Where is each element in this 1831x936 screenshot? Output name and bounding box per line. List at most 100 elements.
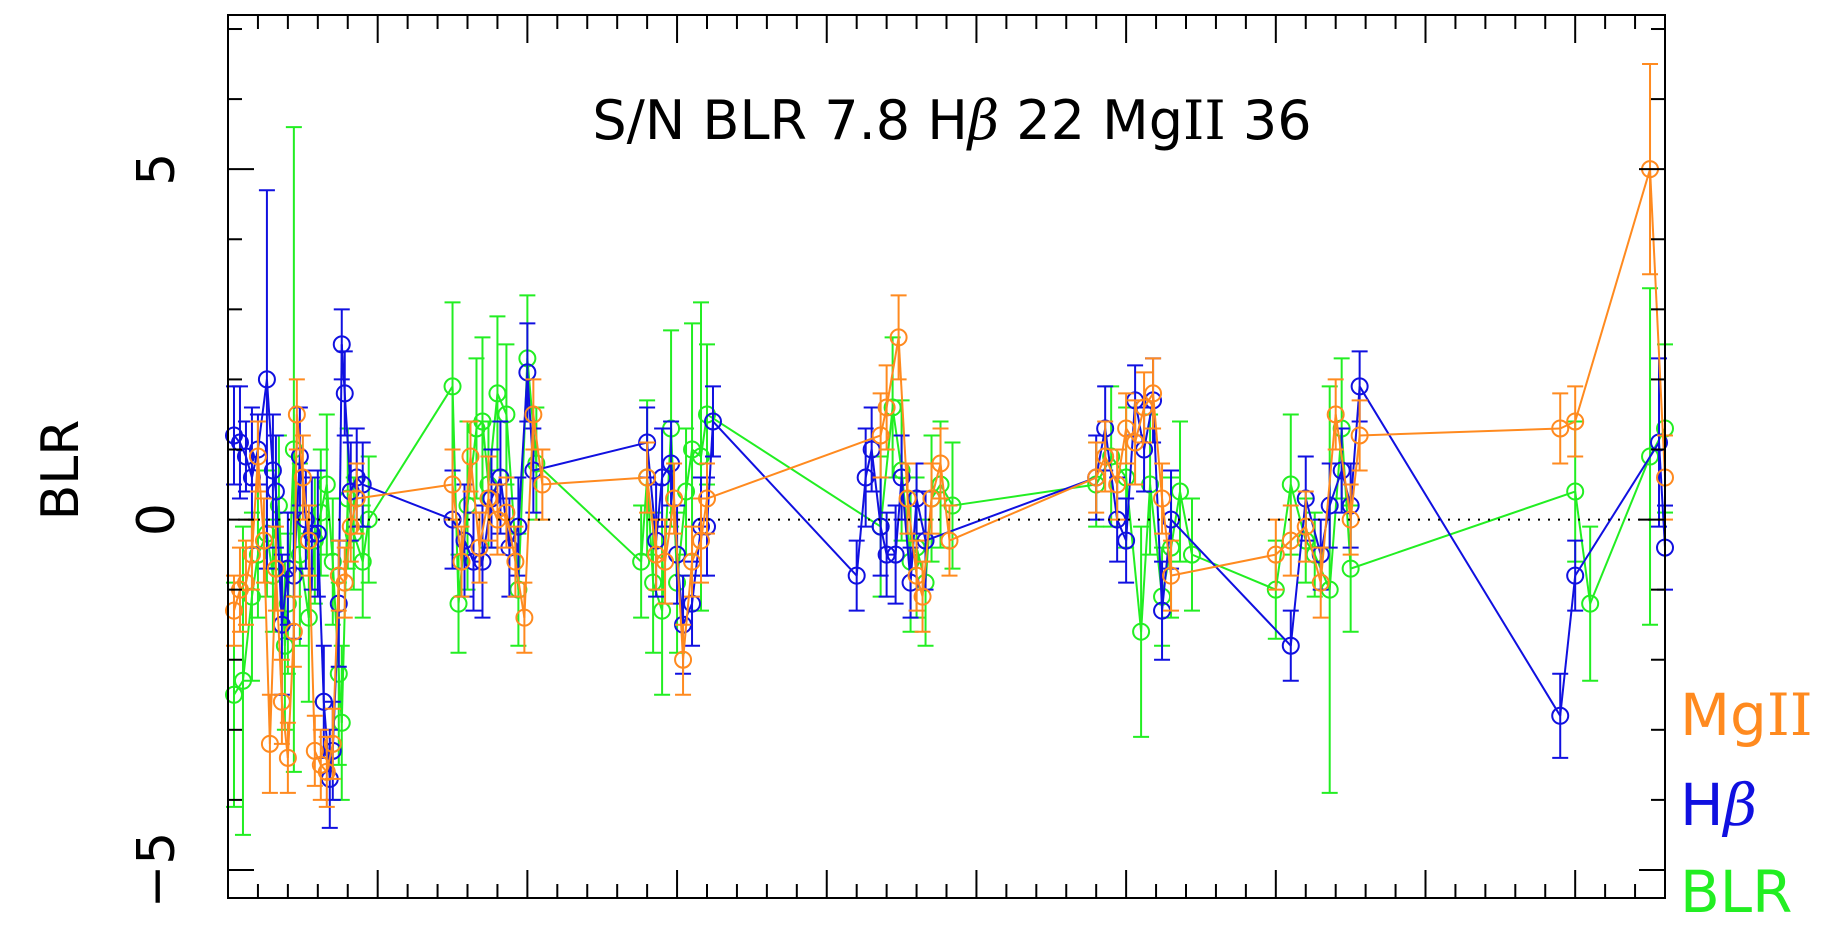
- series-segment: [870, 449, 882, 527]
- series-segment: [1095, 456, 1107, 478]
- data-point: [898, 489, 917, 508]
- data-point: [443, 377, 462, 396]
- series-segment: [939, 463, 951, 541]
- legend-mgii: MgII: [1680, 681, 1813, 749]
- series-segment: [1290, 525, 1307, 542]
- series-segment: [490, 477, 502, 499]
- data-point: [293, 468, 312, 487]
- data-point: [524, 405, 543, 424]
- series-segment: [463, 540, 475, 563]
- series-segment: [646, 442, 658, 541]
- data-point: [1117, 531, 1136, 550]
- data-point: [877, 398, 896, 417]
- series-segment: [1319, 414, 1337, 583]
- series-h: [224, 189, 1674, 829]
- series-segment: [1350, 490, 1576, 570]
- data-point: [248, 447, 267, 466]
- data-point: [638, 468, 657, 487]
- series-segment: [352, 533, 364, 562]
- series-segment: [1358, 385, 1562, 717]
- data-point: [1296, 517, 1315, 536]
- series-segment: [691, 540, 702, 563]
- title-roman: II: [1183, 89, 1226, 152]
- data-point: [892, 468, 911, 487]
- data-point: [1132, 622, 1151, 641]
- series-segment: [523, 414, 535, 618]
- data-point: [497, 503, 516, 522]
- data-point: [674, 650, 693, 669]
- data-point: [1350, 377, 1369, 396]
- series-segment: [949, 476, 1097, 542]
- series-segment: [1304, 526, 1322, 583]
- data-point: [335, 384, 354, 403]
- series-mgii: [224, 63, 1674, 808]
- data-point: [473, 552, 492, 571]
- data-point: [470, 538, 489, 557]
- series-segment: [1574, 491, 1592, 604]
- series-segment: [655, 553, 666, 563]
- series-segment: [469, 456, 481, 548]
- legend-blr: BLR: [1680, 858, 1792, 926]
- series-segment: [451, 484, 463, 562]
- series-segment: [1104, 428, 1119, 520]
- data-point: [1326, 405, 1345, 424]
- series-segment: [1559, 575, 1577, 716]
- series-segment: [646, 477, 658, 555]
- data-point: [703, 412, 722, 431]
- data-point: [1162, 566, 1181, 585]
- series-segment: [930, 463, 942, 499]
- y-tick-label: 5: [127, 153, 187, 186]
- series-segment: [673, 498, 685, 660]
- data-point: [506, 552, 525, 571]
- data-point: [284, 622, 303, 641]
- series-segment: [1134, 407, 1146, 443]
- series-segment: [1334, 414, 1352, 520]
- series-segment: [367, 385, 454, 521]
- series-segment: [906, 498, 918, 576]
- series-segment: [1649, 169, 1666, 478]
- series-layer: [224, 63, 1674, 836]
- data-point: [1281, 475, 1300, 494]
- title-mid: 22 Mg: [999, 89, 1183, 152]
- data-point: [266, 559, 285, 578]
- series-segment: [897, 337, 909, 499]
- series-segment: [1574, 441, 1660, 577]
- data-point: [224, 601, 243, 620]
- series-segment: [496, 393, 508, 415]
- data-point: [1144, 384, 1163, 403]
- data-point: [656, 552, 675, 571]
- series-segment: [925, 476, 1097, 542]
- series-segment: [1289, 498, 1307, 646]
- series-segment: [1140, 484, 1152, 632]
- data-point: [1281, 531, 1300, 550]
- series-segment: [542, 476, 648, 486]
- series-segment: [1574, 168, 1651, 422]
- chart-title: S/N BLR 7.8 Hβ 22 MgII 36: [592, 89, 1311, 152]
- data-point: [1182, 545, 1201, 564]
- series-segment: [706, 413, 882, 528]
- title-beta: β: [966, 89, 999, 152]
- title-prefix: S/N BLR 7.8 H: [592, 89, 968, 152]
- series-segment: [664, 498, 676, 562]
- data-point: [1566, 412, 1585, 431]
- data-point: [889, 328, 908, 347]
- series-segment: [1349, 386, 1361, 506]
- series-segment: [1191, 553, 1277, 591]
- data-point: [452, 552, 471, 571]
- data-point: [913, 587, 932, 606]
- series-segment: [712, 420, 858, 577]
- data-point: [263, 461, 282, 480]
- data-point: [886, 545, 905, 564]
- data-point: [299, 531, 318, 550]
- series-segment: [514, 561, 526, 618]
- y-tick-label: −5: [127, 832, 187, 909]
- series-segment: [356, 483, 453, 500]
- series-segment: [487, 393, 499, 485]
- axis-ticks: [227, 15, 1665, 898]
- series-segment: [1161, 498, 1173, 576]
- data-point: [1566, 482, 1585, 501]
- series-segment: [1349, 435, 1361, 520]
- data-point: [871, 517, 890, 536]
- y-tick-labels: −5 0 5: [127, 153, 187, 909]
